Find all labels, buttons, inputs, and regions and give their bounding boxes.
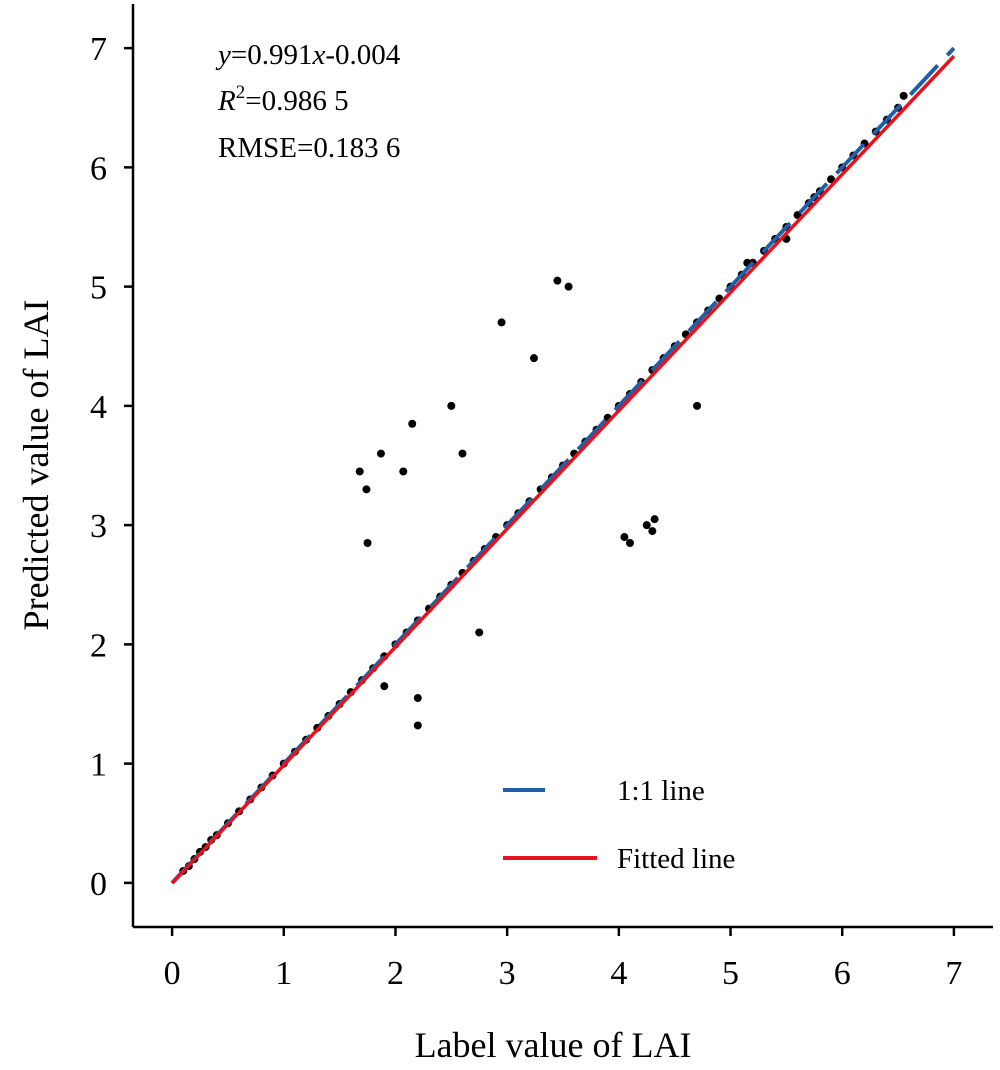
x-tick-label: 5 — [722, 955, 739, 992]
data-point — [362, 485, 371, 494]
data-point — [899, 91, 908, 100]
data-point — [553, 276, 562, 285]
rmse: RMSE=0.183 6 — [218, 132, 400, 164]
x-tick-label: 0 — [164, 955, 181, 992]
y-tick-label: 2 — [90, 627, 107, 664]
fitted-line — [170, 54, 956, 885]
y-tick-label: 4 — [90, 389, 107, 426]
data-point — [693, 401, 702, 410]
legend-label-fitted-line: Fitted line — [617, 843, 735, 875]
y-tick-label: 5 — [90, 270, 107, 307]
data-point — [650, 515, 659, 524]
data-point — [408, 419, 417, 428]
y-axis-title: Predicted value of LAI — [16, 300, 56, 631]
data-point — [363, 539, 372, 548]
r-squared: R2=0.986 5 — [217, 82, 349, 117]
x-axis-ticks: 0 1 2 3 4 5 6 7 — [164, 927, 962, 992]
x-tick-label: 2 — [387, 955, 404, 992]
x-axis-title: Label value of LAI — [415, 1025, 692, 1065]
data-point — [827, 175, 836, 184]
data-point — [529, 354, 538, 363]
y-tick-label: 0 — [90, 866, 107, 903]
y-tick-label: 6 — [90, 150, 107, 187]
x-tick-label: 6 — [834, 955, 851, 992]
data-point — [475, 628, 484, 637]
data-point — [380, 682, 389, 691]
x-tick-label: 3 — [499, 955, 516, 992]
y-tick-label: 7 — [90, 31, 107, 68]
data-point — [648, 527, 657, 536]
data-point — [620, 533, 629, 542]
data-point — [399, 467, 408, 476]
data-point — [497, 318, 506, 327]
x-tick-label: 4 — [610, 955, 627, 992]
data-point — [413, 694, 422, 703]
y-tick-label: 3 — [90, 508, 107, 545]
x-tick-label: 7 — [945, 955, 962, 992]
data-point — [458, 449, 467, 458]
data-point — [447, 401, 456, 410]
data-point — [355, 467, 364, 476]
data-point — [626, 539, 635, 548]
legend-label-1-1-line: 1:1 line — [617, 775, 705, 807]
x-tick-label: 1 — [275, 955, 292, 992]
y-tick-label: 1 — [90, 747, 107, 784]
legend: 1:1 line Fitted line — [503, 775, 735, 875]
data-point — [413, 721, 422, 730]
reference-lines — [170, 46, 956, 885]
y-axis-ticks: 0 1 2 3 4 5 6 7 — [90, 31, 133, 903]
data-point — [642, 521, 651, 530]
data-point — [564, 282, 573, 291]
fit-equation: y=0.991x-0.004 — [215, 39, 401, 71]
data-point — [376, 449, 385, 458]
